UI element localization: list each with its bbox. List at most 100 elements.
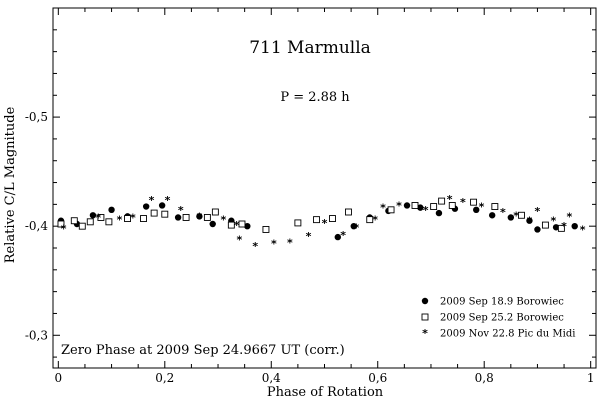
data-point bbox=[387, 206, 395, 214]
data-point: * bbox=[306, 230, 312, 243]
data-point: * bbox=[380, 202, 386, 215]
legend: 2009 Sep 18.9 Borowiec 2009 Sep 25.2 Boro… bbox=[421, 297, 575, 340]
axis-ticks: 0 0,2 0,4 0,6 0,8 1 -0,5 -0,4 -0,3 bbox=[25, 8, 596, 385]
data-point bbox=[211, 208, 219, 216]
data-points: ** * ** *** * *** * ******* * ** * * * * *** *** bbox=[57, 193, 586, 253]
data-point bbox=[470, 198, 478, 206]
data-point bbox=[411, 202, 419, 209]
data-point: * bbox=[460, 196, 466, 209]
data-point: * bbox=[447, 193, 453, 206]
data-point bbox=[329, 215, 336, 222]
data-point: * bbox=[271, 238, 277, 251]
data-point bbox=[491, 203, 499, 210]
legend-marker bbox=[421, 313, 429, 321]
data-point bbox=[294, 219, 302, 227]
data-point: * bbox=[372, 214, 378, 227]
data-point bbox=[161, 210, 169, 218]
data-point bbox=[552, 224, 560, 231]
data-point bbox=[196, 213, 203, 220]
data-point: * bbox=[322, 217, 328, 230]
legend-label: 2009 Nov 22.8 Pic du Midi bbox=[440, 329, 575, 340]
data-point bbox=[209, 220, 216, 228]
data-point bbox=[227, 221, 235, 229]
data-point bbox=[313, 216, 320, 224]
data-point: * bbox=[500, 206, 506, 219]
data-point bbox=[534, 226, 541, 233]
data-point bbox=[345, 208, 352, 216]
data-point bbox=[557, 224, 565, 232]
data-point: * bbox=[252, 240, 258, 253]
data-point bbox=[70, 217, 78, 225]
data-point: * bbox=[580, 223, 586, 236]
data-point: * bbox=[61, 222, 67, 235]
x-tick-label: 0,4 bbox=[262, 371, 281, 385]
data-point: * bbox=[234, 219, 240, 232]
data-point: * bbox=[130, 211, 136, 224]
legend-label: 2009 Sep 25.2 Borowiec bbox=[440, 313, 564, 324]
data-point bbox=[507, 214, 515, 221]
data-point: * bbox=[149, 194, 155, 207]
data-point bbox=[334, 233, 342, 241]
data-point bbox=[417, 204, 424, 211]
data-point bbox=[203, 214, 211, 221]
data-point bbox=[435, 209, 443, 217]
x-tick-label: 0,2 bbox=[155, 371, 174, 385]
data-point bbox=[142, 203, 150, 210]
y-axis-title: Relative C/L Magnitude bbox=[3, 106, 18, 263]
data-point bbox=[526, 217, 533, 224]
data-point bbox=[262, 226, 270, 233]
data-point: * bbox=[165, 194, 171, 207]
data-point bbox=[488, 212, 496, 219]
data-point: * bbox=[340, 229, 346, 242]
data-point: * bbox=[220, 214, 226, 227]
data-point: * bbox=[287, 237, 293, 250]
data-point: * bbox=[95, 211, 101, 224]
data-point bbox=[350, 222, 357, 230]
data-point bbox=[182, 214, 190, 221]
y-tick-label: -0,5 bbox=[25, 110, 48, 124]
y-tick-label: -0,4 bbox=[25, 219, 49, 233]
data-point bbox=[238, 220, 246, 228]
data-point: * bbox=[423, 204, 429, 217]
legend-label: 2009 Sep 18.9 Borowiec bbox=[440, 297, 564, 308]
data-point bbox=[366, 216, 374, 224]
legend-marker bbox=[421, 297, 429, 305]
data-point: * bbox=[479, 201, 485, 214]
data-point bbox=[448, 202, 456, 209]
chart-title: 711 Marmulla bbox=[249, 38, 371, 58]
data-point: * bbox=[513, 209, 519, 222]
data-point: * bbox=[117, 214, 123, 227]
data-point: * bbox=[561, 220, 567, 233]
legend-marker: * bbox=[422, 327, 428, 340]
data-point bbox=[108, 206, 115, 214]
x-axis-title: Phase of Rotation bbox=[267, 385, 384, 400]
data-point: * bbox=[396, 199, 402, 212]
data-point bbox=[438, 197, 446, 205]
y-tick-label: -0,3 bbox=[25, 328, 48, 342]
data-point bbox=[86, 218, 94, 226]
data-point bbox=[150, 209, 158, 217]
data-point bbox=[473, 206, 480, 214]
data-point: * bbox=[551, 215, 557, 228]
data-point: * bbox=[354, 221, 360, 234]
x-tick-label: 1 bbox=[587, 371, 595, 385]
data-point bbox=[89, 212, 97, 219]
data-point bbox=[124, 215, 131, 222]
data-point bbox=[78, 222, 86, 230]
data-point bbox=[430, 203, 438, 210]
data-point bbox=[158, 202, 166, 209]
data-point: * bbox=[527, 215, 533, 228]
data-point bbox=[174, 214, 182, 221]
data-point: * bbox=[566, 210, 572, 223]
data-point bbox=[244, 222, 251, 230]
data-point: * bbox=[236, 233, 242, 246]
data-point bbox=[571, 222, 578, 230]
data-point bbox=[97, 214, 105, 221]
x-tick-label: 0 bbox=[55, 371, 63, 385]
data-point bbox=[105, 218, 113, 226]
period-label: P = 2.88 h bbox=[280, 90, 350, 105]
data-point bbox=[518, 211, 525, 219]
data-point: * bbox=[535, 205, 541, 218]
x-tick-label: 0,6 bbox=[368, 371, 387, 385]
